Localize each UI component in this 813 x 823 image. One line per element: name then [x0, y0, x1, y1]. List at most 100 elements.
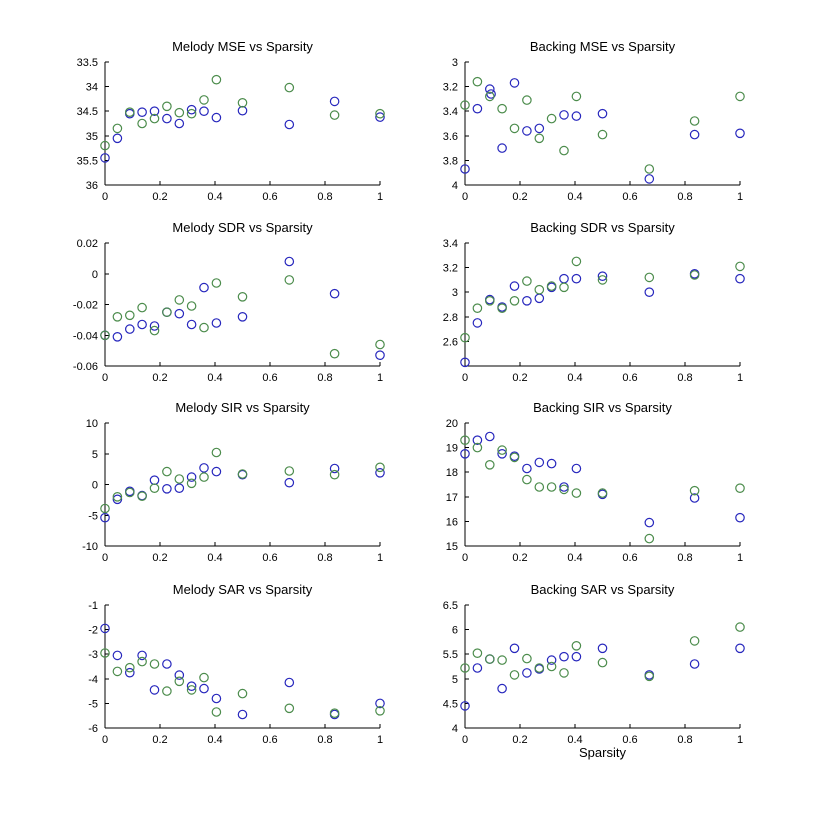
x-tick-label: 0.4: [567, 191, 582, 203]
data-point-green: [112, 123, 123, 134]
data-point-green: [534, 133, 545, 144]
subplot-title: Backing MSE vs Sparsity: [530, 39, 676, 54]
x-tick-label: 1: [377, 734, 383, 746]
data-point-green: [497, 655, 507, 665]
data-point-blue: [644, 517, 655, 528]
data-point-green: [211, 278, 222, 288]
data-point-green: [460, 100, 470, 110]
data-point-blue: [472, 103, 483, 114]
data-point-green: [644, 671, 655, 682]
data-point-green: [485, 296, 495, 306]
x-tick-label: 0.6: [622, 734, 637, 746]
data-point-green: [186, 301, 197, 311]
x-tick-label: 0.2: [512, 552, 527, 564]
data-point-green: [174, 295, 185, 305]
x-tick-label: 0.6: [262, 734, 277, 746]
y-tick-label: 4.5: [443, 698, 458, 710]
data-point-blue: [571, 111, 582, 121]
data-point-blue: [689, 659, 700, 669]
y-tick-label: 2.8: [443, 312, 458, 324]
data-point-blue: [186, 319, 197, 330]
data-point-green: [284, 275, 295, 285]
data-point-blue: [375, 698, 385, 709]
y-tick-label: 0: [92, 269, 98, 281]
x-tick-label: 0.4: [207, 372, 222, 384]
data-point-blue: [689, 493, 700, 503]
data-point-blue: [597, 108, 608, 119]
x-tick-label: 1: [377, 552, 383, 564]
data-point-green: [125, 310, 135, 321]
data-point-blue: [211, 693, 222, 704]
data-point-green: [597, 488, 608, 498]
data-point-green: [329, 469, 340, 480]
y-tick-label: 19: [446, 443, 458, 455]
data-point-green: [571, 641, 582, 651]
data-point-blue: [125, 667, 135, 678]
data-point-green: [211, 707, 222, 717]
y-tick-label: 5: [92, 449, 98, 461]
data-point-green: [509, 123, 520, 134]
data-point-green: [137, 302, 147, 313]
data-point-blue: [522, 668, 532, 678]
subplot-title: Backing SAR vs Sparsity: [531, 582, 675, 597]
y-tick-label: 3.2: [443, 263, 458, 275]
data-point-blue: [644, 174, 655, 184]
data-point-blue: [199, 106, 209, 116]
x-tick-label: 0.8: [317, 191, 332, 203]
data-point-blue: [534, 123, 545, 134]
x-tick-label: 0.2: [512, 372, 527, 384]
subplot-melody-mse: Melody MSE vs Sparsity 0 0.2 0.4 0.6 0.8 1 33.5…: [77, 39, 385, 203]
subplot-melody-sdr: Melody SDR vs Sparsity 0 0.2 0.4 0.6 0.8 1 0.02…: [73, 220, 385, 384]
data-point-green: [112, 312, 123, 322]
data-point-blue: [534, 457, 545, 468]
data-point-green: [137, 656, 147, 667]
data-point-green: [534, 284, 545, 295]
data-point-blue: [100, 153, 110, 163]
data-point-green: [162, 307, 172, 317]
data-point-green: [199, 672, 209, 683]
data-point-green: [237, 688, 248, 699]
data-point-green: [125, 662, 135, 673]
y-tick-label: 3.4: [443, 106, 458, 118]
data-point-blue: [522, 296, 532, 306]
data-point-green: [149, 483, 160, 493]
x-tick-label: 1: [737, 191, 743, 203]
x-tick-label: 0.8: [677, 552, 692, 564]
data-point-green: [329, 348, 340, 359]
data-point-green: [497, 303, 507, 313]
data-point-green: [174, 474, 185, 484]
data-point-green: [689, 485, 700, 496]
x-tick-label: 1: [377, 191, 383, 203]
y-tick-label: 34: [86, 82, 98, 94]
data-point-green: [211, 74, 222, 85]
data-point-blue: [472, 663, 483, 673]
data-point-blue: [472, 318, 483, 328]
data-point-blue: [571, 463, 582, 474]
x-tick-label: 0.4: [567, 552, 582, 564]
x-tick-label: 1: [737, 734, 743, 746]
y-tick-label: -0.06: [73, 361, 98, 373]
x-tick-label: 0.4: [207, 191, 222, 203]
y-tick-label: 3.4: [443, 238, 458, 250]
x-tick-label: 0: [102, 552, 108, 564]
data-point-green: [689, 636, 700, 646]
data-point-blue: [689, 129, 700, 140]
data-point-blue: [149, 321, 160, 331]
data-point-blue: [485, 431, 495, 442]
data-point-green: [735, 483, 745, 493]
data-point-green: [237, 292, 248, 302]
data-point-blue: [211, 112, 222, 123]
data-point-blue: [460, 164, 470, 174]
data-point-green: [571, 256, 582, 267]
data-point-blue: [162, 484, 172, 494]
x-tick-label: 0.8: [677, 372, 692, 384]
data-point-green: [597, 129, 608, 140]
y-tick-label: 20: [446, 418, 458, 430]
data-point-blue: [162, 659, 172, 669]
data-point-blue: [237, 105, 248, 116]
x-tick-label: 0.4: [207, 552, 222, 564]
data-point-green: [522, 276, 532, 286]
data-point-green: [162, 101, 172, 112]
data-point-blue: [485, 84, 495, 94]
data-point-green: [460, 663, 470, 673]
